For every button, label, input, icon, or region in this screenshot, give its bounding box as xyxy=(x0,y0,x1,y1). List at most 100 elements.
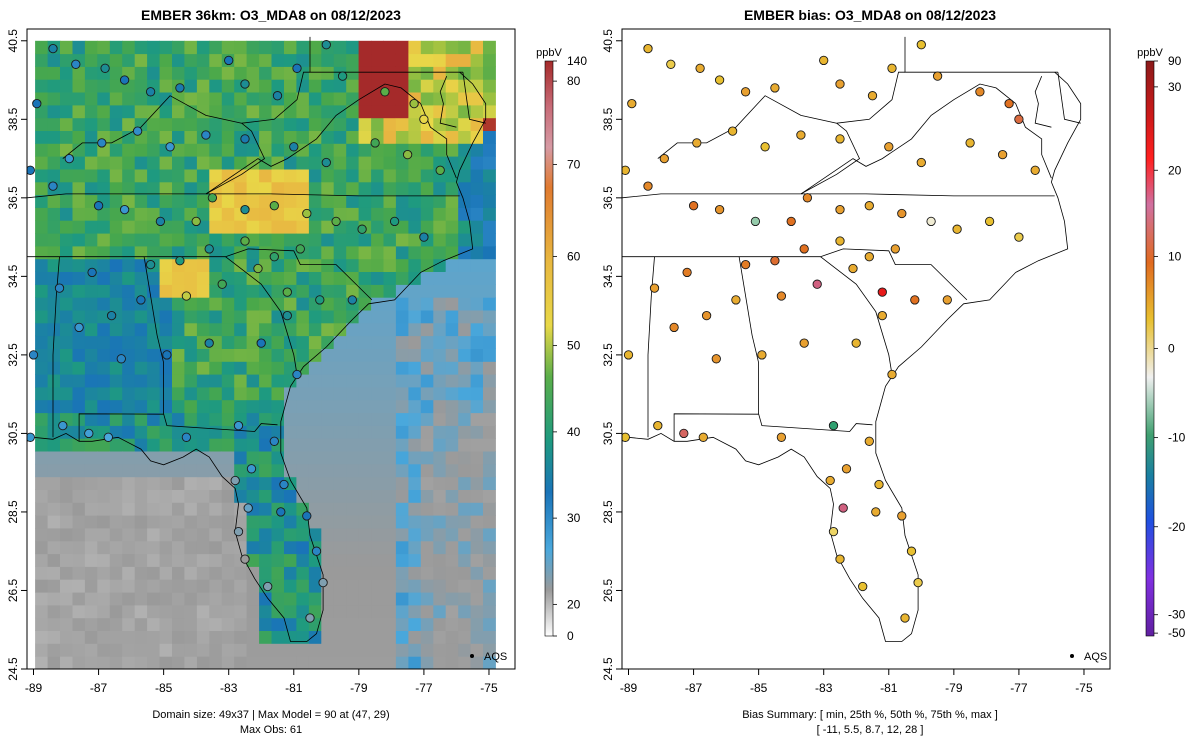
model-grid-cell xyxy=(196,553,210,567)
model-grid-cell xyxy=(246,656,260,669)
bias-site-marker xyxy=(727,126,738,136)
model-grid-cell xyxy=(134,66,148,80)
model-grid-cell xyxy=(47,220,61,234)
model-grid-cell xyxy=(221,592,235,606)
model-grid-cell xyxy=(346,258,360,272)
model-grid-cell xyxy=(159,117,173,131)
obs-site-marker xyxy=(87,267,97,278)
model-grid-cell xyxy=(321,258,335,272)
model-grid-cell xyxy=(333,271,347,285)
model-grid-cell xyxy=(47,566,61,580)
model-grid-cell xyxy=(420,489,434,503)
model-grid-cell xyxy=(196,617,210,631)
obs-site-marker xyxy=(116,354,126,364)
model-grid-cell xyxy=(333,438,347,452)
model-grid-cell xyxy=(84,592,98,606)
model-grid-cell xyxy=(470,117,484,131)
model-grid-cell xyxy=(60,245,73,260)
model-grid-cell xyxy=(184,528,198,542)
model-grid-cell xyxy=(271,181,285,196)
model-grid-cell xyxy=(458,463,472,478)
model-grid-cell xyxy=(184,181,198,196)
model-grid-cell xyxy=(358,271,372,285)
model-grid-cell xyxy=(284,245,297,260)
model-grid-cell xyxy=(284,540,297,555)
model-grid-cell xyxy=(234,630,248,644)
model-grid-cell xyxy=(346,566,360,580)
model-grid-cell xyxy=(122,310,136,324)
model-grid-cell xyxy=(483,40,496,55)
model-grid-cell xyxy=(172,502,185,516)
model-grid-cell xyxy=(470,53,484,67)
model-grid-cell xyxy=(346,117,360,131)
model-grid-cell xyxy=(333,425,347,439)
model-grid-cell xyxy=(408,310,422,324)
model-grid-cell xyxy=(47,92,61,106)
model-grid-cell xyxy=(196,233,210,247)
obs-site-marker xyxy=(28,350,39,360)
model-grid-cell xyxy=(47,425,61,439)
model-grid-cell xyxy=(221,528,235,542)
model-grid-cell xyxy=(395,515,409,529)
model-grid-cell xyxy=(371,386,384,401)
model-grid-cell xyxy=(184,361,198,375)
model-grid-cell xyxy=(35,528,48,542)
model-grid-cell xyxy=(246,515,260,529)
model-grid-cell xyxy=(408,515,422,529)
model-grid-cell xyxy=(395,540,409,555)
model-grid-cell xyxy=(35,66,48,80)
model-grid-cell xyxy=(134,579,148,593)
model-grid-cell xyxy=(483,322,496,337)
model-grid-cell xyxy=(296,40,310,55)
model-grid-cell xyxy=(35,79,48,93)
model-grid-cell xyxy=(420,92,434,106)
model-grid-cell xyxy=(60,386,73,401)
model-grid-cell xyxy=(60,310,73,324)
model-grid-cell xyxy=(134,386,148,401)
model-grid-cell xyxy=(172,553,185,567)
model-grid-cell xyxy=(333,297,347,311)
y-tick-label: 32.5 xyxy=(601,343,615,367)
model-grid-cell xyxy=(420,348,434,362)
model-grid-cell xyxy=(184,502,198,516)
model-grid-cell xyxy=(408,617,422,631)
model-grid-cell xyxy=(221,40,235,55)
model-grid-cell xyxy=(371,322,384,337)
model-grid-cell xyxy=(458,233,472,247)
model-grid-cell xyxy=(483,143,496,157)
model-grid-cell xyxy=(271,233,285,247)
model-grid-cell xyxy=(47,515,61,529)
model-grid-cell xyxy=(109,322,123,337)
model-grid-cell xyxy=(458,66,472,80)
model-grid-cell xyxy=(308,438,322,452)
model-grid-cell xyxy=(470,156,484,170)
model-grid-cell xyxy=(97,79,111,93)
model-grid-cell xyxy=(483,463,496,478)
model-grid-cell xyxy=(346,540,360,555)
model-grid-cell xyxy=(60,630,73,644)
model-grid-cell xyxy=(371,438,384,452)
colorbar-tick-label: 10 xyxy=(1168,250,1182,264)
model-grid-cell xyxy=(333,92,347,106)
bias-site-marker xyxy=(653,420,663,431)
model-grid-cell xyxy=(172,476,185,490)
model-grid-cell xyxy=(109,425,123,439)
model-grid-cell xyxy=(221,181,235,196)
model-grid-cell xyxy=(271,425,285,439)
model-grid-cell xyxy=(483,604,496,619)
model-grid-cell xyxy=(445,540,459,555)
model-grid-cell xyxy=(445,630,459,644)
model-grid-cell xyxy=(284,630,297,644)
state-boundary-line xyxy=(1034,75,1052,128)
bias-site-marker xyxy=(877,310,887,321)
model-grid-cell xyxy=(35,271,48,285)
model-grid-cell xyxy=(84,284,98,298)
model-grid-cell xyxy=(122,489,136,503)
model-grid-cell xyxy=(284,92,297,106)
model-grid-cell xyxy=(159,489,173,503)
model-grid-cell xyxy=(35,617,48,631)
model-grid-cell xyxy=(172,412,185,426)
model-grid-cell xyxy=(420,476,434,490)
model-grid-cell xyxy=(458,348,472,362)
model-grid-cell xyxy=(196,386,210,401)
